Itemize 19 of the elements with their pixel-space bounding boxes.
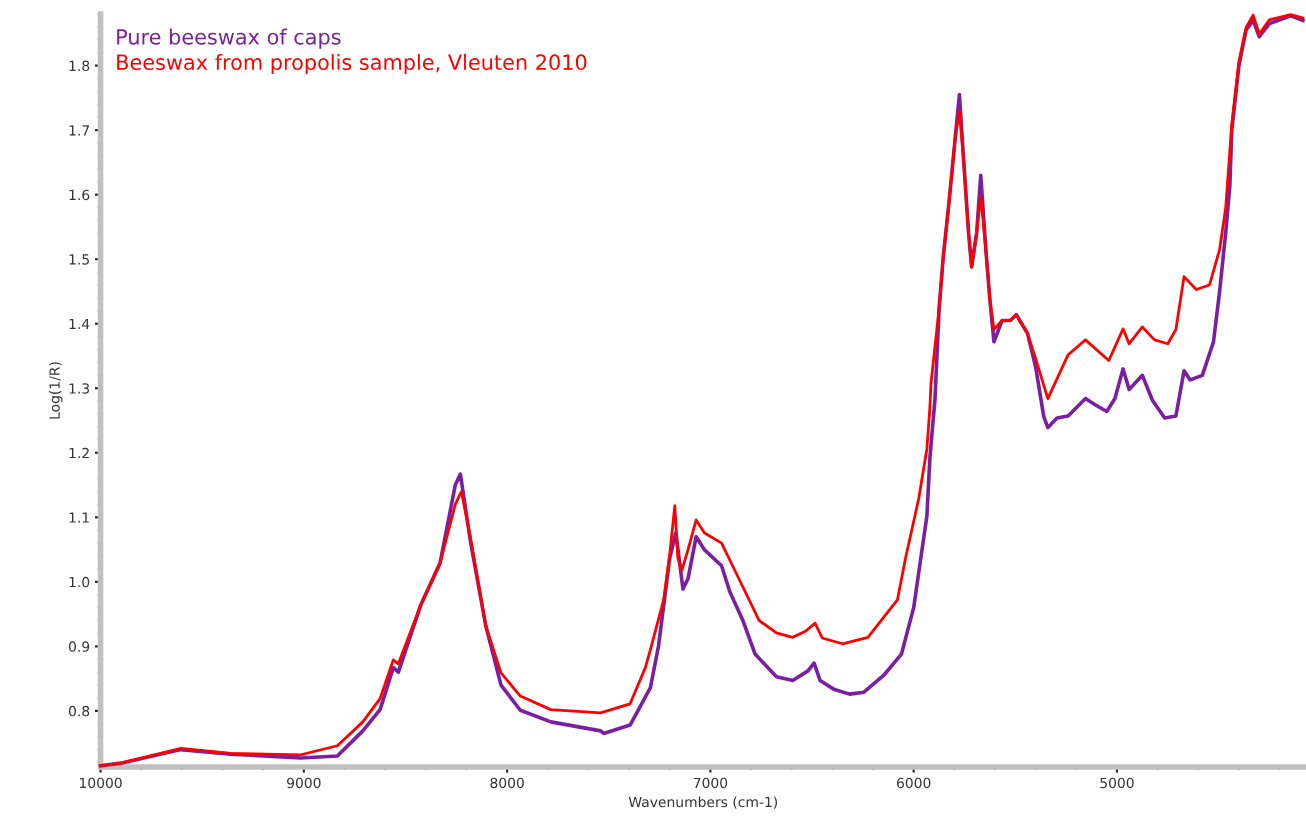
y-tick-label: 1.4	[69, 318, 90, 329]
x-tick-label: 7000	[693, 777, 728, 789]
y-tick-label: 1.8	[69, 60, 90, 72]
y-tick-label: 1.7	[69, 125, 89, 136]
y-tick-label: 1.1	[69, 512, 89, 523]
y-tick-label: 0.8	[68, 705, 90, 717]
x-axis-title: Wavenumbers (cm-1)	[628, 796, 777, 809]
y-tick-label: 1.3	[69, 383, 90, 394]
x-tick-label: 10000	[80, 777, 122, 789]
y-tick-label: 1.2	[69, 447, 89, 459]
y-tick-label: 1.6	[69, 189, 90, 201]
y-tick-label: 1.0	[69, 576, 90, 588]
x-tick-label: 5000	[1100, 777, 1134, 789]
x-tick-label: 8000	[490, 777, 524, 789]
y-axis-title: Log(1/R)	[49, 362, 63, 419]
x-tick-label: 6000	[896, 777, 931, 789]
y-tick-label: 0.9	[68, 641, 90, 652]
x-tick-label: 9000	[287, 777, 321, 789]
y-tick-label: 1.5	[69, 254, 89, 265]
